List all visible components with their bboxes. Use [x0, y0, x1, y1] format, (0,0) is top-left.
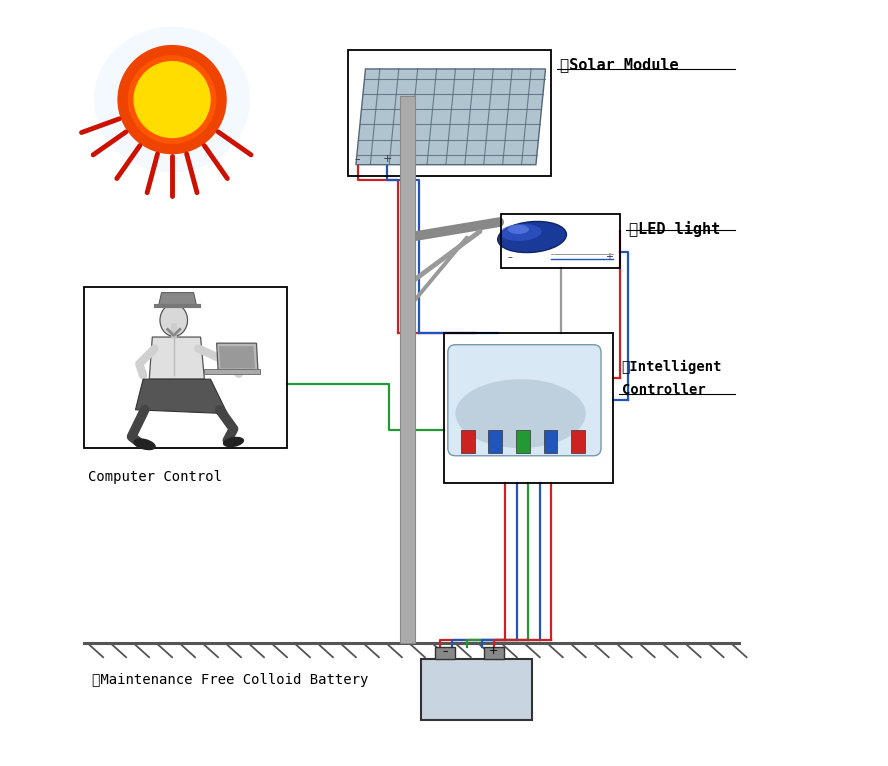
Text: –: – [442, 646, 448, 656]
Polygon shape [149, 337, 204, 379]
Text: –: – [508, 253, 512, 263]
Ellipse shape [508, 224, 529, 234]
Polygon shape [136, 379, 227, 414]
Polygon shape [217, 343, 258, 372]
Ellipse shape [133, 438, 155, 450]
Text: ②LED light: ②LED light [630, 221, 721, 237]
Bar [488, 430, 503, 453]
FancyBboxPatch shape [448, 345, 601, 456]
Polygon shape [356, 69, 545, 165]
Ellipse shape [133, 61, 210, 138]
Ellipse shape [128, 55, 217, 144]
Polygon shape [219, 346, 255, 368]
Text: Computer Control: Computer Control [88, 470, 222, 483]
Ellipse shape [456, 379, 586, 448]
Bar [444, 333, 613, 483]
Polygon shape [204, 369, 259, 374]
Bar [400, 96, 415, 643]
Ellipse shape [160, 304, 187, 336]
Bar [543, 430, 558, 453]
Polygon shape [158, 293, 197, 306]
Text: Controller: Controller [622, 383, 705, 397]
Text: ①Solar Module: ①Solar Module [560, 57, 679, 73]
Text: ④Maintenance Free Colloid Battery: ④Maintenance Free Colloid Battery [91, 673, 368, 686]
Bar [421, 659, 532, 720]
Ellipse shape [94, 27, 250, 172]
Bar [571, 430, 585, 453]
Bar [461, 430, 475, 453]
Text: +: + [383, 155, 392, 165]
Ellipse shape [117, 45, 226, 154]
Bar [435, 647, 455, 659]
Text: ③Intelligent: ③Intelligent [622, 360, 722, 374]
Bar [502, 214, 620, 268]
Ellipse shape [223, 437, 244, 447]
Text: +: + [489, 646, 498, 656]
Bar [84, 287, 287, 448]
Text: –: – [354, 155, 360, 165]
Text: +: + [605, 253, 613, 263]
Bar [348, 50, 551, 176]
Bar [484, 647, 503, 659]
Bar [516, 430, 530, 453]
Ellipse shape [500, 224, 542, 241]
Ellipse shape [498, 221, 567, 253]
